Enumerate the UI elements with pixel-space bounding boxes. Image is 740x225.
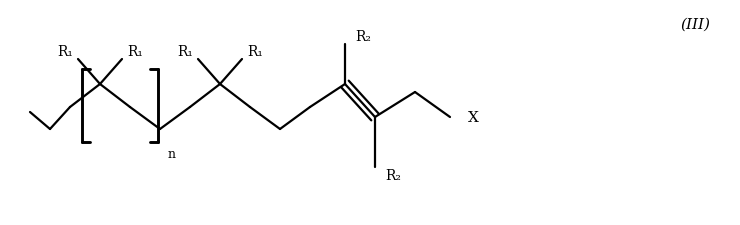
Text: R₁: R₁ (247, 45, 263, 59)
Text: R₂: R₂ (385, 168, 401, 182)
Text: n: n (168, 147, 176, 160)
Text: X: X (468, 110, 479, 124)
Text: R₁: R₁ (57, 45, 73, 59)
Text: R₂: R₂ (355, 30, 371, 44)
Text: R₁: R₁ (177, 45, 193, 59)
Text: (III): (III) (680, 18, 710, 32)
Text: R₁: R₁ (127, 45, 143, 59)
